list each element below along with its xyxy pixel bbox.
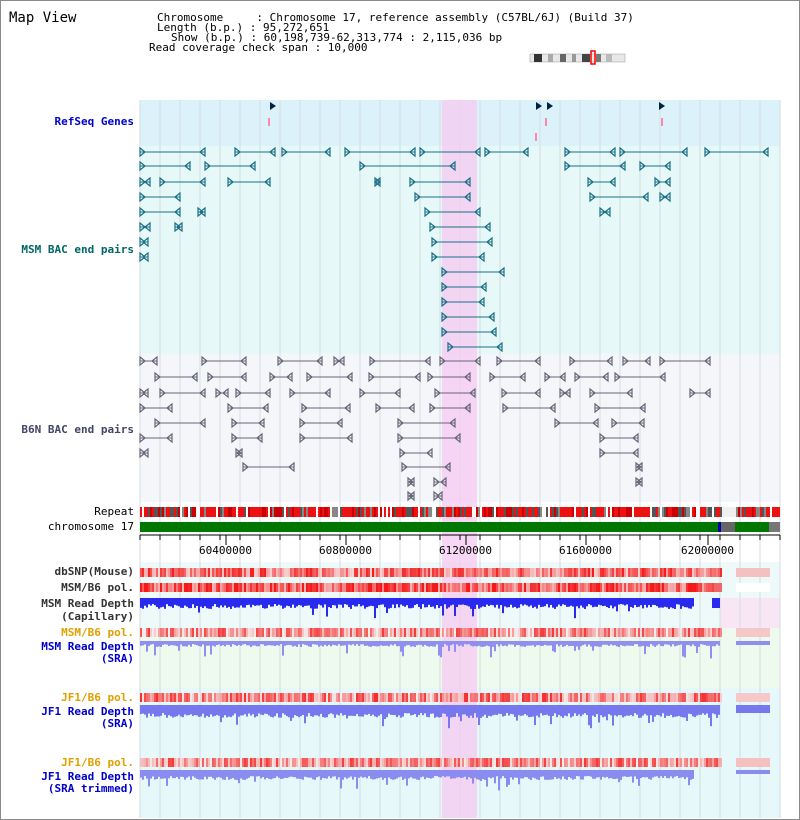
axis-tick-label: 62000000 (681, 544, 734, 557)
axis-tick-label: 60800000 (319, 544, 372, 557)
label-jf1-read-depth-sra[interactable]: JF1 Read Depth (41, 705, 134, 718)
chromosome-bar[interactable] (140, 522, 780, 532)
msm-bac-track[interactable] (139, 146, 769, 353)
label-msm-read-depth-sra[interactable]: MSM Read Depth (41, 640, 134, 653)
label-msm-sra-sub: (SRA) (100, 652, 134, 665)
view-title: Map View (9, 10, 77, 26)
label-repeat[interactable]: Repeat (94, 505, 134, 518)
label-refseq-genes[interactable]: RefSeq Genes (54, 115, 134, 128)
axis-tick-label: 61600000 (559, 544, 612, 557)
label-jf1-read-depth-trim[interactable]: JF1 Read Depth (41, 770, 134, 783)
heat-tracks[interactable] (140, 568, 770, 767)
label-msm-b6-pol-1[interactable]: MSM/B6 pol. (61, 581, 134, 594)
b6n-bac-track[interactable] (139, 355, 711, 502)
label-jf1-b6-pol-1[interactable]: JF1/B6 pol. (61, 691, 134, 704)
header-length: Length (b.p.) : 95,272,651 (157, 21, 330, 34)
label-msm-bac[interactable]: MSM BAC end pairs (21, 243, 134, 256)
repeat-track[interactable] (140, 507, 780, 517)
position-axis: 60400000 60800000 61200000 61600000 62000000 (139, 534, 781, 557)
axis-tick-label: 61200000 (439, 544, 492, 557)
label-msm-b6-pol-2[interactable]: MSM/B6 pol. (61, 626, 134, 639)
capillary-empty-band (720, 598, 780, 628)
label-b6n-bac[interactable]: B6N BAC end pairs (21, 423, 134, 436)
refseq-genes-track[interactable] (268, 102, 665, 141)
depth-tracks[interactable] (140, 598, 770, 791)
label-dbsnp[interactable]: dbSNP(Mouse) (54, 565, 134, 578)
label-jf1-b6-pol-2[interactable]: JF1/B6 pol. (61, 756, 134, 769)
label-jf1-trim-sub: (SRA trimmed) (47, 782, 134, 795)
label-jf1-sra-sub: (SRA) (100, 717, 134, 730)
label-chromosome[interactable]: chromosome 17 (47, 520, 134, 533)
label-msm-read-depth-capillary[interactable]: MSM Read Depth (41, 597, 134, 610)
label-capillary-sub: (Capillary) (61, 610, 134, 623)
chromosome-ideogram[interactable] (529, 50, 626, 65)
axis-tick-label: 60400000 (199, 544, 252, 557)
header-show: Show (b.p.) : 60,198,739-62,313,774 : 2,… (171, 31, 503, 44)
header-chromosome: Chromosome : Chromosome 17, reference as… (157, 11, 634, 24)
header-coverage: Read coverage check span : 10,000 (149, 41, 368, 54)
